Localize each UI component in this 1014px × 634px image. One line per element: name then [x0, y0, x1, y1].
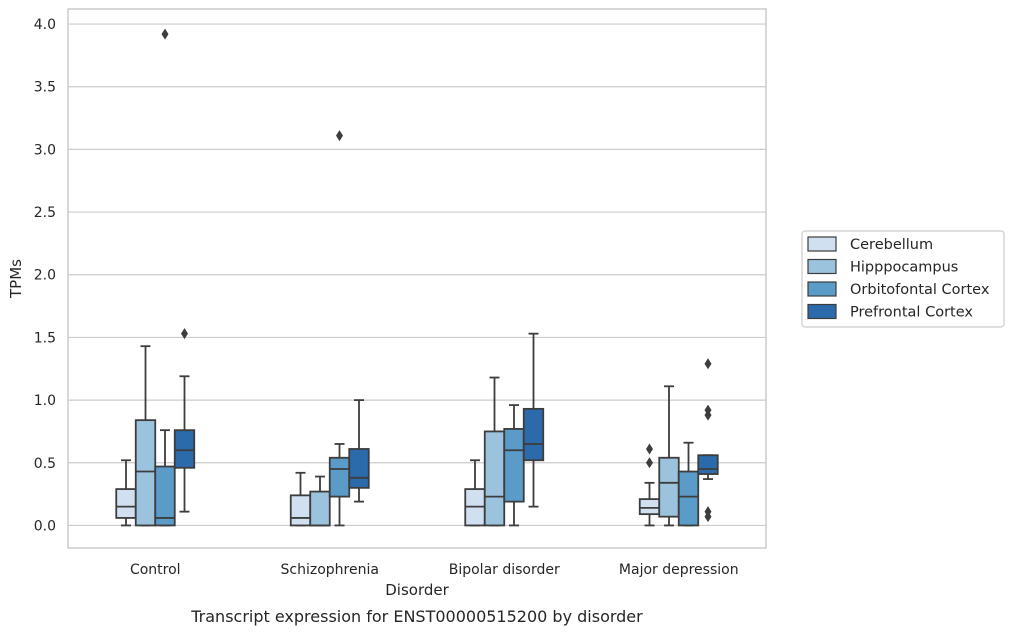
box [677, 470, 700, 527]
x-axis-title: Disorder [385, 581, 449, 599]
box [658, 456, 680, 518]
figure-caption: Transcript expression for ENST0000051520… [190, 607, 643, 626]
box [154, 465, 176, 527]
box [638, 498, 661, 516]
plot-frame [67, 8, 767, 549]
legend-swatch [807, 236, 837, 252]
x-axis-ticks: Control Schizophrenia Bipolar disorder Majo… [130, 562, 739, 578]
box [328, 456, 351, 498]
outlier-point [704, 506, 712, 518]
box [697, 454, 719, 475]
box [348, 448, 370, 489]
y-axis-ticks: 0.0 0.5 1.0 1.5 2.0 2.5 3.0 3.5 4.0 [34, 17, 56, 534]
y-tick-label: 1.0 [34, 393, 56, 409]
category-group [115, 28, 196, 527]
legend-swatch [807, 303, 837, 320]
y-axis-title: TPMs [7, 259, 25, 299]
box [522, 407, 545, 462]
box [503, 428, 525, 503]
legend-label: Cerebellum [850, 237, 933, 253]
y-tick-label: 4.0 [34, 17, 56, 33]
box [134, 419, 157, 527]
y-tick-label: 3.5 [34, 80, 56, 96]
legend: Cerebellum Hipppocampus Orbitofontal Corte… [801, 230, 1005, 328]
legend-label: Prefrontal Cortex [850, 305, 973, 321]
legend-swatch [807, 281, 837, 297]
y-tick-label: 2.0 [34, 268, 56, 284]
y-tick-label: 0.0 [34, 518, 56, 534]
y-tick-label: 2.5 [34, 205, 56, 221]
x-tick-label: Major depression [619, 562, 739, 578]
box [483, 430, 506, 527]
y-tick-label: 3.0 [34, 142, 56, 158]
legend-frame [801, 230, 1005, 328]
category-group [464, 332, 545, 527]
legend-label: Orbitofontal Cortex [850, 282, 990, 298]
x-tick-label: Control [130, 562, 181, 578]
outlier-point [161, 28, 169, 40]
box [115, 488, 137, 519]
outlier-point [181, 328, 188, 340]
x-tick-label: Schizophrenia [281, 562, 379, 578]
legend-swatch [807, 258, 837, 275]
box [309, 490, 331, 527]
outlier-point [704, 358, 712, 370]
gridlines [68, 23, 766, 527]
outlier-point [646, 457, 653, 469]
outlier-point [704, 404, 712, 416]
outlier-point [646, 443, 653, 455]
box [173, 429, 196, 469]
category-group [638, 358, 719, 527]
category-group [289, 130, 370, 527]
y-tick-label: 1.5 [34, 330, 56, 346]
x-tick-label: Bipolar disorder [449, 562, 560, 578]
y-tick-label: 0.5 [34, 456, 56, 472]
outlier-point [336, 130, 343, 142]
legend-label: Hipppocampus [850, 260, 958, 276]
box-groups [115, 28, 719, 527]
box [289, 494, 312, 527]
